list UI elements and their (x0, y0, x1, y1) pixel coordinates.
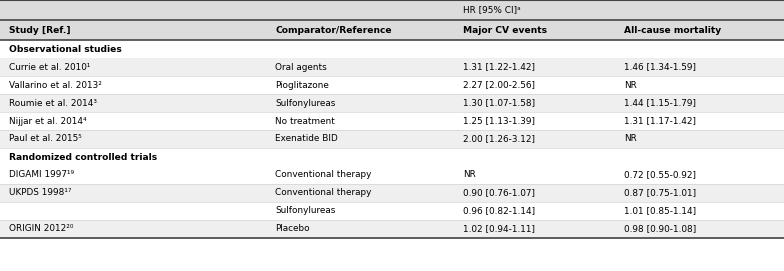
Text: HR [95% CI]ᵃ: HR [95% CI]ᵃ (463, 5, 521, 15)
Text: 0.96 [0.82-1.14]: 0.96 [0.82-1.14] (463, 207, 535, 215)
Text: 2.27 [2.00-2.56]: 2.27 [2.00-2.56] (463, 80, 535, 89)
Bar (0, 184, 784, 202)
Text: Observational studies: Observational studies (9, 44, 122, 53)
Text: 2.00 [1.26-3.12]: 2.00 [1.26-3.12] (463, 134, 535, 144)
Text: ORIGIN 2012²⁰: ORIGIN 2012²⁰ (9, 224, 73, 234)
Text: Pioglitazone: Pioglitazone (275, 80, 329, 89)
Text: Study [Ref.]: Study [Ref.] (9, 25, 70, 34)
Bar (0, 112, 784, 130)
Bar (0, 20, 784, 40)
Text: DIGAMI 1997¹⁹: DIGAMI 1997¹⁹ (9, 170, 74, 179)
Bar (0, 166, 784, 184)
Text: Conventional therapy: Conventional therapy (275, 189, 372, 198)
Text: 1.31 [1.22-1.42]: 1.31 [1.22-1.42] (463, 63, 535, 72)
Text: Placebo: Placebo (275, 224, 310, 234)
Text: 0.87 [0.75-1.01]: 0.87 [0.75-1.01] (624, 189, 696, 198)
Bar (0, 202, 784, 220)
Text: 0.72 [0.55-0.92]: 0.72 [0.55-0.92] (624, 170, 696, 179)
Text: Exenatide BID: Exenatide BID (275, 134, 338, 144)
Bar (0, 148, 784, 166)
Bar (0, 58, 784, 76)
Text: 1.44 [1.15-1.79]: 1.44 [1.15-1.79] (624, 98, 696, 108)
Text: NR: NR (624, 80, 637, 89)
Text: NR: NR (463, 170, 476, 179)
Bar (0, 130, 784, 148)
Text: 0.98 [0.90-1.08]: 0.98 [0.90-1.08] (624, 224, 696, 234)
Text: Vallarino et al. 2013²: Vallarino et al. 2013² (9, 80, 101, 89)
Text: All-cause mortality: All-cause mortality (624, 25, 721, 34)
Text: 0.90 [0.76-1.07]: 0.90 [0.76-1.07] (463, 189, 535, 198)
Text: 1.46 [1.34-1.59]: 1.46 [1.34-1.59] (624, 63, 696, 72)
Text: Comparator/Reference: Comparator/Reference (275, 25, 392, 34)
Text: Paul et al. 2015⁵: Paul et al. 2015⁵ (9, 134, 82, 144)
Bar (0, 0, 784, 20)
Text: No treatment: No treatment (275, 117, 335, 125)
Text: 1.02 [0.94-1.11]: 1.02 [0.94-1.11] (463, 224, 535, 234)
Text: Nijjar et al. 2014⁴: Nijjar et al. 2014⁴ (9, 117, 86, 125)
Text: Oral agents: Oral agents (275, 63, 327, 72)
Bar (0, 76, 784, 94)
Text: Randomized controlled trials: Randomized controlled trials (9, 153, 157, 162)
Text: Currie et al. 2010¹: Currie et al. 2010¹ (9, 63, 90, 72)
Text: UKPDS 1998¹⁷: UKPDS 1998¹⁷ (9, 189, 71, 198)
Bar (0, 220, 784, 238)
Text: Sulfonylureas: Sulfonylureas (275, 207, 336, 215)
Text: Roumie et al. 2014³: Roumie et al. 2014³ (9, 98, 96, 108)
Bar (0, 94, 784, 112)
Text: NR: NR (624, 134, 637, 144)
Text: Major CV events: Major CV events (463, 25, 547, 34)
Text: Conventional therapy: Conventional therapy (275, 170, 372, 179)
Text: Sulfonylureas: Sulfonylureas (275, 98, 336, 108)
Bar (0, 40, 784, 58)
Text: 1.25 [1.13-1.39]: 1.25 [1.13-1.39] (463, 117, 535, 125)
Text: 1.31 [1.17-1.42]: 1.31 [1.17-1.42] (624, 117, 696, 125)
Text: 1.01 [0.85-1.14]: 1.01 [0.85-1.14] (624, 207, 696, 215)
Text: 1.30 [1.07-1.58]: 1.30 [1.07-1.58] (463, 98, 535, 108)
